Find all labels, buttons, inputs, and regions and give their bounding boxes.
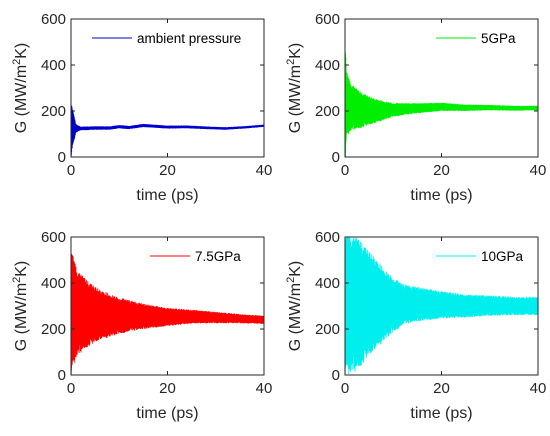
x-tick-label: 0	[341, 162, 349, 179]
data-series-10gpa	[345, 237, 538, 375]
legend-box	[143, 244, 257, 268]
y-tick-label: 200	[41, 103, 66, 120]
x-tick-label: 40	[530, 162, 547, 179]
y-tick-label: 400	[41, 275, 66, 292]
legend-box	[429, 26, 531, 50]
data-series-5gpa	[345, 47, 538, 157]
y-tick-label: 600	[315, 11, 340, 28]
y-tick-label: 400	[41, 57, 66, 74]
legend-label: 10GPa	[481, 249, 524, 264]
legend-label: 5GPa	[481, 31, 516, 46]
y-tick-label: 600	[41, 11, 66, 28]
x-tick-label: 40	[256, 162, 273, 179]
data-series-ambient-pressure	[71, 105, 264, 157]
x-tick-label: 20	[159, 380, 176, 397]
y-axis-label: G (MW/m2K)	[285, 43, 304, 134]
legend: ambient pressure	[85, 26, 257, 50]
x-axis-label: time (ps)	[410, 187, 472, 204]
x-tick-label: 0	[67, 162, 75, 179]
x-tick-label: 0	[67, 380, 75, 397]
y-tick-label: 0	[332, 367, 340, 384]
x-tick-label: 20	[433, 380, 450, 397]
y-tick-label: 0	[58, 367, 66, 384]
y-axis-label: G (MW/m2K)	[11, 261, 30, 352]
legend-label: ambient pressure	[137, 31, 241, 46]
y-tick-label: 400	[315, 275, 340, 292]
x-tick-label: 40	[256, 380, 273, 397]
x-axis-label: time (ps)	[136, 187, 198, 204]
y-tick-label: 200	[315, 103, 340, 120]
y-tick-label: 600	[315, 229, 340, 246]
y-tick-label: 400	[315, 57, 340, 74]
x-tick-label: 20	[159, 162, 176, 179]
x-tick-label: 0	[341, 380, 349, 397]
data-series-7-5gpa	[71, 254, 264, 375]
legend-box	[429, 244, 531, 268]
y-tick-label: 600	[41, 229, 66, 246]
y-axis-label: G (MW/m2K)	[285, 261, 304, 352]
x-tick-label: 20	[433, 162, 450, 179]
legend-box	[85, 26, 257, 50]
y-tick-label: 0	[58, 149, 66, 166]
y-tick-label: 200	[315, 321, 340, 338]
y-tick-label: 0	[332, 149, 340, 166]
x-tick-label: 40	[530, 380, 547, 397]
legend-label: 7.5GPa	[195, 249, 241, 264]
legend: 5GPa	[429, 26, 531, 50]
x-axis-label: time (ps)	[136, 405, 198, 422]
legend: 7.5GPa	[143, 244, 257, 268]
y-axis-label: G (MW/m2K)	[11, 43, 30, 134]
legend: 10GPa	[429, 244, 531, 268]
x-axis-label: time (ps)	[410, 405, 472, 422]
y-tick-label: 200	[41, 321, 66, 338]
